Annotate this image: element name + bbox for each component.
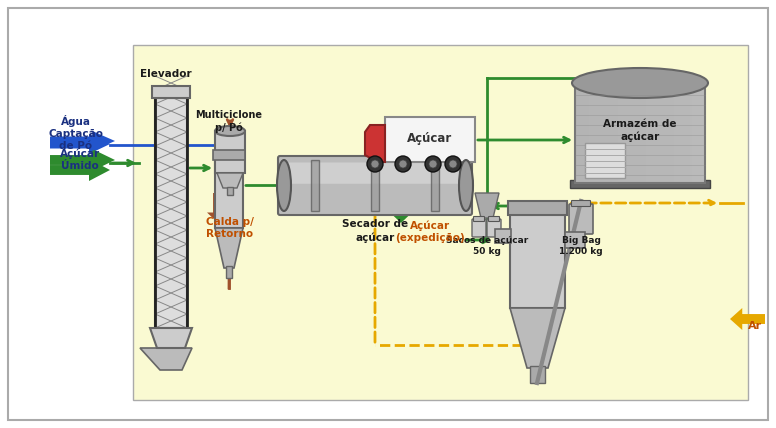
- Text: Secador de
açúcar: Secador de açúcar: [342, 220, 408, 243]
- FancyBboxPatch shape: [281, 163, 469, 184]
- Polygon shape: [207, 193, 229, 223]
- FancyBboxPatch shape: [473, 217, 484, 222]
- FancyBboxPatch shape: [510, 213, 565, 308]
- Text: Elevador: Elevador: [140, 69, 192, 79]
- Polygon shape: [50, 149, 115, 171]
- Ellipse shape: [572, 68, 708, 98]
- Text: Açúcar
(expedição): Açúcar (expedição): [395, 220, 465, 244]
- FancyBboxPatch shape: [8, 8, 768, 420]
- FancyBboxPatch shape: [226, 266, 232, 278]
- Polygon shape: [215, 228, 243, 268]
- FancyBboxPatch shape: [133, 45, 748, 400]
- Text: Água
Captação
de Pó: Água Captação de Pó: [48, 115, 103, 152]
- Text: Big Bag
1.200 kg: Big Bag 1.200 kg: [559, 236, 603, 256]
- Circle shape: [371, 160, 379, 168]
- Circle shape: [425, 156, 441, 172]
- Polygon shape: [365, 125, 385, 162]
- Polygon shape: [475, 193, 499, 218]
- FancyBboxPatch shape: [585, 143, 625, 178]
- Text: Calda p/
Retorno: Calda p/ Retorno: [206, 217, 254, 239]
- FancyBboxPatch shape: [213, 150, 245, 160]
- FancyBboxPatch shape: [431, 160, 439, 211]
- Polygon shape: [217, 173, 243, 188]
- Circle shape: [445, 156, 461, 172]
- Polygon shape: [730, 308, 765, 330]
- Ellipse shape: [215, 126, 245, 136]
- Polygon shape: [150, 328, 192, 348]
- Polygon shape: [140, 348, 192, 370]
- FancyBboxPatch shape: [472, 219, 486, 237]
- Circle shape: [429, 160, 437, 168]
- FancyBboxPatch shape: [571, 200, 591, 206]
- FancyBboxPatch shape: [495, 229, 511, 243]
- FancyBboxPatch shape: [152, 86, 190, 98]
- FancyBboxPatch shape: [311, 160, 319, 211]
- FancyBboxPatch shape: [385, 117, 475, 162]
- Circle shape: [399, 160, 407, 168]
- Text: Multiciclone
p/ Pó: Multiciclone p/ Pó: [196, 110, 262, 133]
- Text: Açúcar
Úmido: Açúcar Úmido: [60, 149, 100, 172]
- FancyBboxPatch shape: [530, 366, 545, 383]
- FancyBboxPatch shape: [215, 158, 243, 228]
- FancyBboxPatch shape: [575, 88, 705, 183]
- Polygon shape: [390, 193, 412, 223]
- Text: Sacos de açúcar
50 kg: Sacos de açúcar 50 kg: [446, 236, 528, 256]
- FancyBboxPatch shape: [155, 98, 187, 328]
- Polygon shape: [510, 308, 565, 368]
- FancyBboxPatch shape: [489, 217, 500, 222]
- FancyBboxPatch shape: [570, 180, 710, 188]
- Circle shape: [449, 160, 457, 168]
- Polygon shape: [50, 159, 110, 181]
- Polygon shape: [50, 131, 115, 151]
- Text: Ar: Ar: [748, 321, 762, 331]
- Circle shape: [367, 156, 383, 172]
- Text: Armazém de
açúcar: Armazém de açúcar: [603, 119, 677, 142]
- FancyBboxPatch shape: [487, 219, 501, 237]
- Circle shape: [395, 156, 411, 172]
- FancyBboxPatch shape: [565, 232, 585, 248]
- Ellipse shape: [277, 160, 291, 211]
- FancyBboxPatch shape: [278, 156, 472, 215]
- FancyBboxPatch shape: [508, 201, 567, 215]
- Text: Açúcar: Açúcar: [407, 131, 452, 145]
- FancyBboxPatch shape: [227, 187, 233, 195]
- FancyBboxPatch shape: [215, 131, 245, 173]
- FancyBboxPatch shape: [371, 160, 379, 211]
- FancyBboxPatch shape: [569, 204, 593, 234]
- Ellipse shape: [459, 160, 473, 211]
- Polygon shape: [50, 134, 110, 154]
